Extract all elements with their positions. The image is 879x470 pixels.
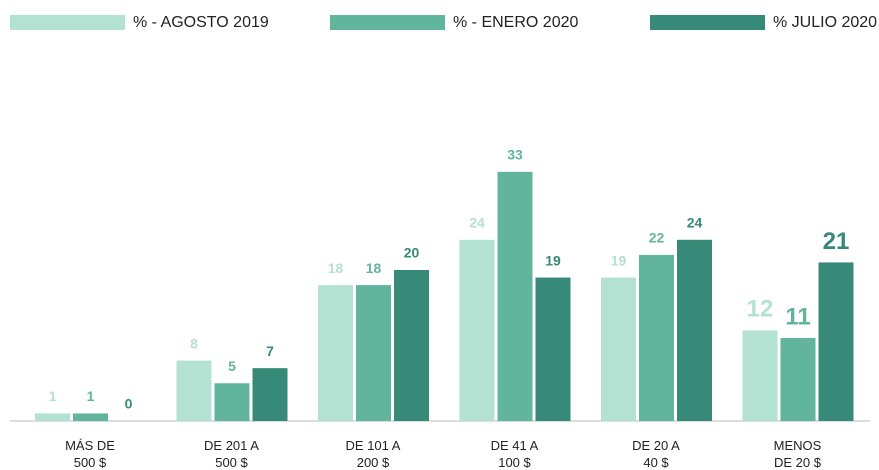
value-label: 12 xyxy=(747,296,774,323)
bar xyxy=(818,262,854,421)
bar xyxy=(639,254,674,421)
bar xyxy=(176,360,212,421)
legend-swatch xyxy=(650,15,765,30)
bar xyxy=(252,368,288,421)
value-label: 1 xyxy=(87,388,95,404)
value-label: 24 xyxy=(469,215,485,231)
value-label: 21 xyxy=(823,228,850,255)
bar xyxy=(356,285,391,421)
value-label: 11 xyxy=(785,303,810,330)
legend-label: % JULIO 2020 xyxy=(773,14,877,31)
bar xyxy=(73,413,108,421)
value-label: 1 xyxy=(49,388,57,404)
value-label: 24 xyxy=(687,215,703,231)
x-tick-label: MENOS DE 20 $ xyxy=(773,438,822,470)
value-label: 19 xyxy=(545,252,561,268)
legend-label: % - AGOSTO 2019 xyxy=(133,14,269,31)
bar xyxy=(459,239,495,421)
x-tick-label: DE 101 A 200 $ xyxy=(345,438,401,470)
bar xyxy=(780,337,816,421)
bar xyxy=(742,330,778,421)
legend-swatch xyxy=(10,15,125,30)
value-label: 19 xyxy=(611,252,627,268)
x-tick-label: DE 201 A 500 $ xyxy=(204,438,259,470)
x-tick-label: DE 20 A 40 $ xyxy=(632,438,680,470)
bar xyxy=(497,171,533,421)
bar xyxy=(394,270,429,421)
value-label: 22 xyxy=(649,230,665,246)
value-label: 33 xyxy=(507,147,523,163)
value-label: 7 xyxy=(266,343,274,359)
bar xyxy=(601,277,636,421)
bar xyxy=(677,239,712,421)
value-label: 0 xyxy=(125,396,133,412)
legend-label: % - ENERO 2020 xyxy=(453,14,578,31)
x-tick-label: DE 41 A 100 $ xyxy=(490,438,539,470)
value-label: 8 xyxy=(190,335,198,351)
value-label: 20 xyxy=(404,245,420,261)
bar xyxy=(318,285,353,421)
bar xyxy=(214,383,250,421)
bar xyxy=(35,413,70,421)
x-tick-label: MÁS DE 500 $ xyxy=(65,438,115,470)
value-label: 18 xyxy=(366,260,382,276)
legend-swatch xyxy=(330,15,445,30)
value-label: 18 xyxy=(328,260,344,276)
bar xyxy=(535,277,571,421)
value-label: 5 xyxy=(228,358,236,374)
